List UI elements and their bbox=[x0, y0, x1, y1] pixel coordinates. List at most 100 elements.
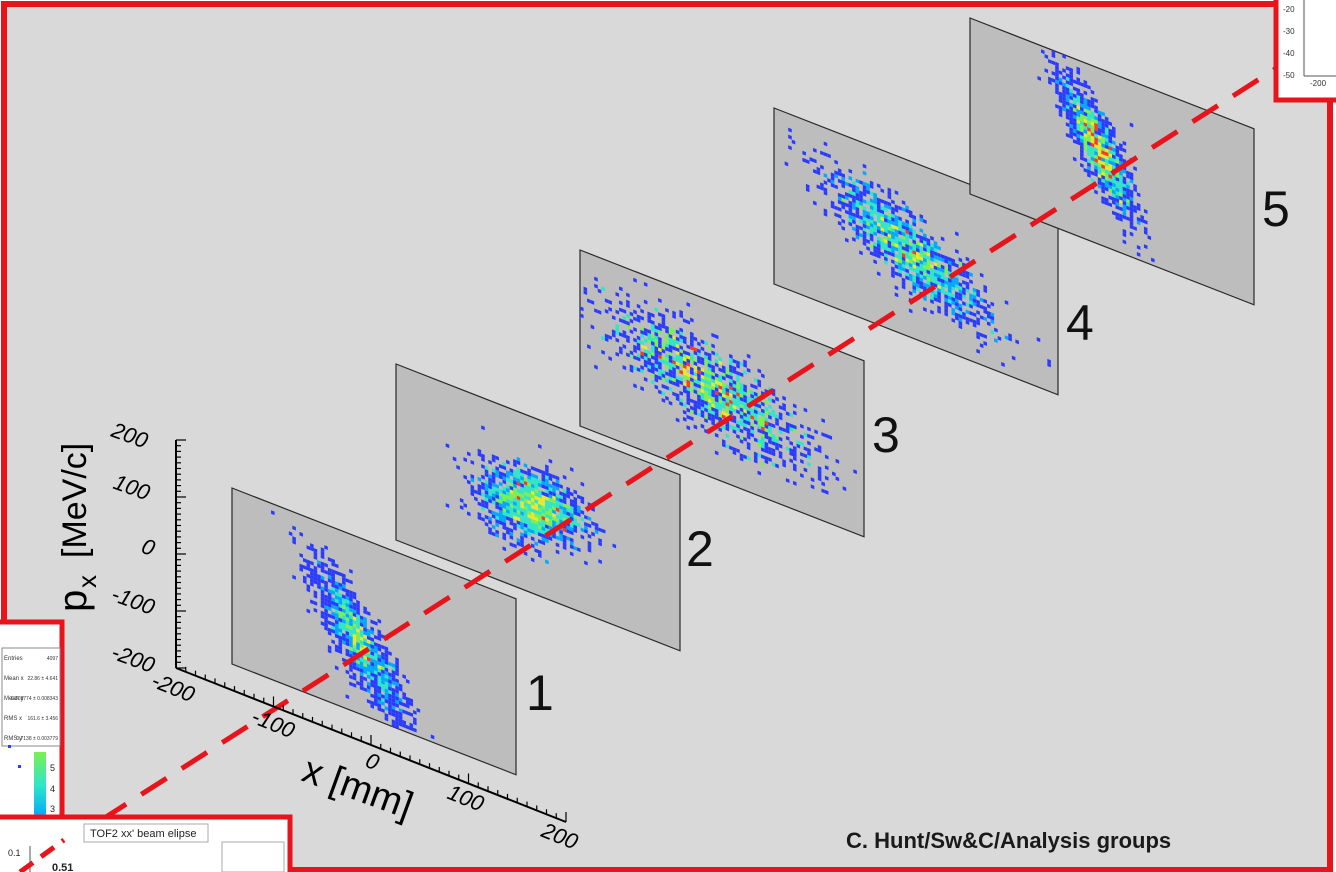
heatmap-bin bbox=[997, 336, 1002, 341]
heatmap-bin bbox=[310, 567, 314, 573]
heatmap-bin bbox=[891, 217, 895, 222]
heatmap-bin bbox=[1062, 92, 1066, 98]
heatmap-bin bbox=[612, 543, 617, 549]
heatmap-bin bbox=[391, 698, 396, 704]
heatmap-bin bbox=[658, 329, 662, 335]
heatmap-bin bbox=[1090, 153, 1095, 158]
heatmap-bin bbox=[901, 284, 906, 290]
heatmap-bin bbox=[672, 381, 676, 386]
heatmap-bin bbox=[338, 582, 343, 588]
heatmap-bin bbox=[933, 297, 938, 302]
heatmap-bin bbox=[587, 516, 592, 522]
heatmap-bin bbox=[775, 438, 779, 444]
heatmap-bin bbox=[789, 451, 793, 457]
heatmap-bin bbox=[761, 454, 765, 460]
heatmap-bin bbox=[405, 724, 410, 730]
heatmap-bin bbox=[736, 448, 740, 454]
heatmap-bin bbox=[1072, 93, 1077, 99]
heatmap-bin bbox=[817, 476, 822, 482]
heatmap-bin bbox=[622, 315, 627, 321]
heatmap-bin bbox=[1090, 146, 1095, 151]
heatmap-bin bbox=[647, 336, 651, 342]
heatmap-bin bbox=[951, 296, 956, 302]
heatmap-bin bbox=[377, 682, 382, 687]
heatmap-bin bbox=[947, 292, 952, 297]
heatmap-bin bbox=[672, 338, 676, 344]
heatmap-bin bbox=[711, 382, 715, 388]
heatmap-bin bbox=[398, 718, 403, 724]
heatmap-bin bbox=[338, 571, 343, 577]
heatmap-bin bbox=[1108, 177, 1112, 183]
heatmap-bin bbox=[736, 363, 740, 369]
heatmap-bin bbox=[757, 382, 762, 388]
heatmap-bin bbox=[573, 510, 578, 516]
heatmap-bin bbox=[1083, 139, 1088, 145]
heatmap-bin bbox=[700, 367, 705, 373]
heatmap-bin bbox=[559, 494, 563, 500]
heatmap-bin bbox=[1058, 94, 1063, 100]
heatmap-bin bbox=[527, 485, 531, 491]
heatmap-bin bbox=[704, 382, 708, 388]
heatmap-bin bbox=[491, 482, 496, 488]
heatmap-bin bbox=[789, 447, 793, 453]
heatmap-bin bbox=[690, 398, 694, 404]
heatmap-bin bbox=[789, 423, 793, 429]
heatmap-bin bbox=[658, 326, 662, 332]
credit-text: C. Hunt/Sw&C/Analysis groups bbox=[846, 828, 1171, 853]
heatmap-bin bbox=[643, 359, 648, 365]
heatmap-bin bbox=[930, 270, 934, 276]
heatmap-bin bbox=[955, 298, 959, 304]
heatmap-bin bbox=[898, 251, 902, 257]
heatmap-bin bbox=[891, 206, 895, 212]
heatmap-bin bbox=[739, 410, 744, 416]
heatmap-bin bbox=[972, 294, 977, 300]
heatmap-bin bbox=[516, 541, 521, 547]
heatmap-bin bbox=[1115, 215, 1120, 221]
heatmap-bin bbox=[930, 299, 934, 305]
heatmap-bin bbox=[707, 366, 712, 372]
heatmap-bin bbox=[555, 542, 560, 548]
heatmap-bin bbox=[764, 445, 769, 451]
heatmap-bin bbox=[764, 399, 769, 405]
heatmap-bin bbox=[768, 421, 772, 427]
heatmap-bin bbox=[1076, 94, 1081, 100]
heatmap-bin bbox=[940, 282, 945, 288]
heatmap-bin bbox=[1047, 362, 1051, 368]
heatmap-bin bbox=[926, 262, 931, 268]
station-4-heatmap bbox=[784, 127, 1051, 368]
heatmap-bin bbox=[837, 192, 842, 198]
heatmap-bin bbox=[481, 485, 485, 491]
heatmap-bin bbox=[1126, 173, 1130, 179]
heatmap-bin bbox=[523, 515, 528, 521]
heatmap-bin bbox=[633, 365, 637, 371]
heatmap-bin bbox=[1090, 89, 1095, 95]
heatmap-bin bbox=[887, 240, 892, 246]
heatmap-bin bbox=[908, 262, 913, 268]
heatmap-bin bbox=[739, 361, 744, 367]
heatmap-bin bbox=[598, 527, 602, 533]
heatmap-bin bbox=[374, 641, 378, 647]
heatmap-bin bbox=[764, 459, 769, 465]
heatmap-bin bbox=[732, 408, 737, 413]
heatmap-bin bbox=[502, 490, 507, 495]
heatmap-bin bbox=[587, 523, 592, 529]
heatmap-bin bbox=[320, 564, 325, 570]
heatmap-bin bbox=[1087, 120, 1091, 125]
heatmap-bin bbox=[481, 453, 485, 459]
heatmap-bin bbox=[502, 472, 507, 478]
heatmap-bin bbox=[711, 392, 715, 398]
heatmap-bin bbox=[405, 696, 410, 702]
heatmap-bin bbox=[1083, 143, 1088, 149]
heatmap-bin bbox=[502, 532, 507, 538]
heatmap-bin bbox=[359, 668, 364, 673]
heatmap-bin bbox=[771, 433, 776, 439]
heatmap-bin bbox=[690, 338, 694, 344]
heatmap-bin bbox=[611, 332, 616, 338]
heatmap-bin bbox=[569, 505, 574, 511]
heatmap-bin bbox=[577, 512, 581, 517]
heatmap-bin bbox=[679, 355, 683, 361]
heatmap-bin bbox=[370, 665, 374, 671]
heatmap-bin bbox=[736, 374, 740, 380]
heatmap-bin bbox=[947, 281, 952, 287]
heatmap-bin bbox=[891, 269, 895, 275]
